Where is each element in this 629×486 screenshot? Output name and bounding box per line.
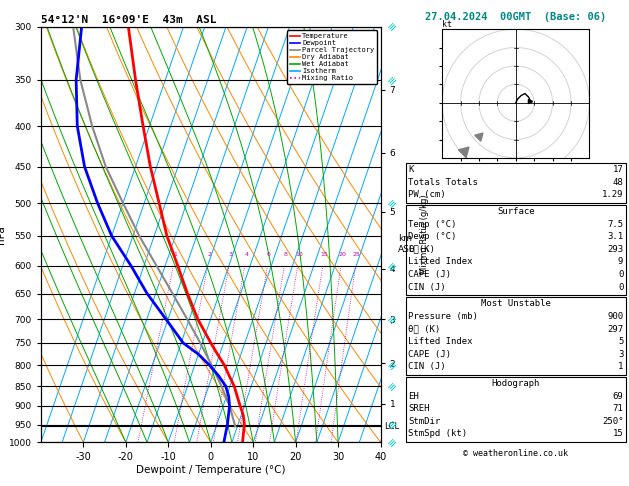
Text: 8: 8 bbox=[284, 252, 287, 257]
Text: ≡: ≡ bbox=[386, 312, 400, 326]
Text: EH: EH bbox=[408, 392, 419, 400]
Text: 10: 10 bbox=[295, 252, 303, 257]
Text: Lifted Index: Lifted Index bbox=[408, 337, 473, 346]
Text: 250°: 250° bbox=[602, 417, 623, 426]
Text: 71: 71 bbox=[613, 404, 623, 413]
Text: CAPE (J): CAPE (J) bbox=[408, 350, 451, 359]
X-axis label: Dewpoint / Temperature (°C): Dewpoint / Temperature (°C) bbox=[136, 465, 286, 475]
Text: CAPE (J): CAPE (J) bbox=[408, 270, 451, 279]
Text: 7.5: 7.5 bbox=[607, 220, 623, 228]
Text: θᴇ(K): θᴇ(K) bbox=[408, 245, 435, 254]
Text: 297: 297 bbox=[607, 325, 623, 333]
Text: 20: 20 bbox=[338, 252, 347, 257]
Text: Dewp (°C): Dewp (°C) bbox=[408, 232, 457, 241]
Text: 48: 48 bbox=[613, 178, 623, 187]
Text: 3.1: 3.1 bbox=[607, 232, 623, 241]
Text: 1: 1 bbox=[173, 252, 177, 257]
Text: SREH: SREH bbox=[408, 404, 430, 413]
Y-axis label: hPa: hPa bbox=[0, 225, 6, 244]
Text: kt: kt bbox=[442, 20, 452, 29]
Text: LCL: LCL bbox=[384, 422, 399, 431]
Text: 2: 2 bbox=[208, 252, 211, 257]
Text: CIN (J): CIN (J) bbox=[408, 283, 446, 292]
Text: 15: 15 bbox=[320, 252, 328, 257]
Text: 3: 3 bbox=[618, 350, 623, 359]
Text: 0: 0 bbox=[618, 283, 623, 292]
Text: Totals Totals: Totals Totals bbox=[408, 178, 478, 187]
Text: ≡: ≡ bbox=[386, 358, 400, 372]
Text: 15: 15 bbox=[613, 430, 623, 438]
Text: 0: 0 bbox=[618, 270, 623, 279]
Text: Lifted Index: Lifted Index bbox=[408, 258, 473, 266]
Text: θᴇ (K): θᴇ (K) bbox=[408, 325, 440, 333]
Text: ≡: ≡ bbox=[386, 379, 400, 393]
Y-axis label: km
ASL: km ASL bbox=[398, 235, 415, 254]
Text: 1.29: 1.29 bbox=[602, 191, 623, 199]
Legend: Temperature, Dewpoint, Parcel Trajectory, Dry Adiabat, Wet Adiabat, Isotherm, Mi: Temperature, Dewpoint, Parcel Trajectory… bbox=[287, 30, 377, 84]
Text: ≡: ≡ bbox=[386, 417, 400, 432]
Text: Surface: Surface bbox=[497, 207, 535, 216]
Text: Hodograph: Hodograph bbox=[492, 379, 540, 388]
Text: 3: 3 bbox=[229, 252, 233, 257]
Text: 1: 1 bbox=[618, 363, 623, 371]
Text: Most Unstable: Most Unstable bbox=[481, 299, 551, 308]
Text: ≡: ≡ bbox=[386, 20, 400, 34]
Text: Mixing Ratio (g/kg): Mixing Ratio (g/kg) bbox=[420, 195, 429, 274]
Text: 25: 25 bbox=[353, 252, 361, 257]
Text: © weatheronline.co.uk: © weatheronline.co.uk bbox=[464, 449, 568, 458]
Text: 17: 17 bbox=[613, 165, 623, 174]
Text: PW (cm): PW (cm) bbox=[408, 191, 446, 199]
Text: Temp (°C): Temp (°C) bbox=[408, 220, 457, 228]
Text: 5: 5 bbox=[618, 337, 623, 346]
Text: 293: 293 bbox=[607, 245, 623, 254]
Text: ≡: ≡ bbox=[386, 435, 400, 449]
Text: ≡: ≡ bbox=[386, 259, 400, 273]
Text: ≡: ≡ bbox=[386, 196, 400, 210]
Text: 69: 69 bbox=[613, 392, 623, 400]
Text: K: K bbox=[408, 165, 414, 174]
Text: 9: 9 bbox=[618, 258, 623, 266]
Text: StmSpd (kt): StmSpd (kt) bbox=[408, 430, 467, 438]
Text: 54°12'N  16°09'E  43m  ASL: 54°12'N 16°09'E 43m ASL bbox=[41, 15, 216, 25]
Text: StmDir: StmDir bbox=[408, 417, 440, 426]
Text: 6: 6 bbox=[267, 252, 271, 257]
Text: CIN (J): CIN (J) bbox=[408, 363, 446, 371]
Text: 27.04.2024  00GMT  (Base: 06): 27.04.2024 00GMT (Base: 06) bbox=[425, 12, 606, 22]
Text: Pressure (mb): Pressure (mb) bbox=[408, 312, 478, 321]
Text: 900: 900 bbox=[607, 312, 623, 321]
Text: 4: 4 bbox=[244, 252, 248, 257]
Text: ≡: ≡ bbox=[386, 73, 400, 87]
